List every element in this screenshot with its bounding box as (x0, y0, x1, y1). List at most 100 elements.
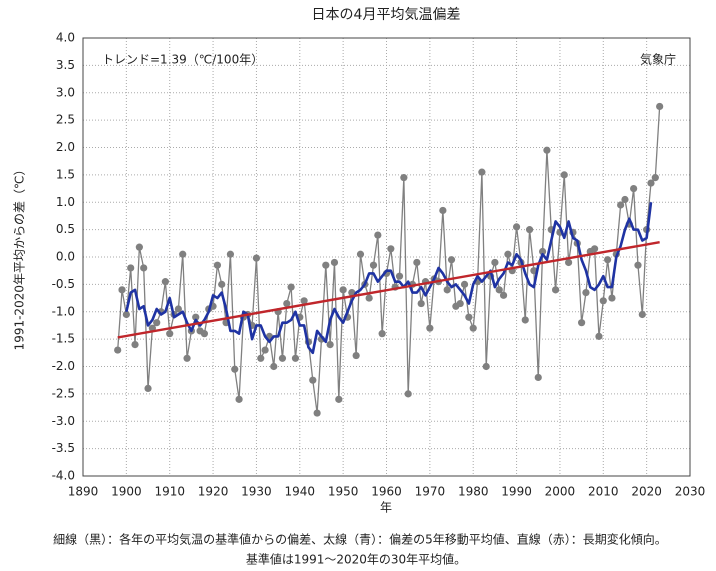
data-point (543, 146, 551, 154)
data-point (578, 319, 586, 327)
x-tick-label: 1990 (501, 485, 532, 499)
data-point (591, 245, 599, 253)
data-point (131, 341, 139, 349)
data-point (608, 294, 616, 302)
data-point (582, 288, 590, 297)
data-point (495, 286, 503, 294)
data-point (525, 226, 534, 234)
data-point (651, 174, 659, 182)
data-point (335, 395, 343, 403)
x-tick-label: 2020 (631, 485, 662, 499)
data-point (365, 294, 373, 302)
x-tick-label: 1900 (111, 485, 142, 499)
data-point (560, 171, 568, 179)
data-point (322, 261, 330, 269)
data-point (638, 310, 646, 319)
y-tick-label: 0.0 (56, 250, 75, 264)
y-tick-label: 0.5 (56, 222, 75, 236)
x-axis-label: 年 (380, 501, 392, 515)
y-tick-label: -3.5 (52, 441, 75, 455)
data-point (551, 286, 560, 294)
data-point (456, 299, 464, 308)
data-point (161, 278, 169, 286)
data-point (521, 316, 529, 324)
data-point (174, 305, 182, 313)
data-point (287, 283, 295, 291)
data-point (231, 365, 239, 373)
data-point (257, 354, 265, 362)
data-point (300, 297, 308, 305)
data-point (443, 286, 451, 294)
data-point (326, 341, 334, 349)
y-tick-label: -1.0 (52, 304, 75, 318)
data-point (179, 250, 187, 258)
data-point (309, 376, 317, 384)
data-point (460, 280, 469, 288)
data-point (140, 264, 148, 272)
y-tick-label: 3.5 (56, 58, 75, 72)
data-point (352, 351, 360, 360)
y-tick-label: -1.5 (52, 332, 75, 346)
y-tick-label: -2.5 (52, 386, 75, 400)
x-tick-label: 1970 (415, 485, 446, 499)
annual-line (117, 106, 661, 414)
data-point (283, 299, 291, 308)
data-point (356, 250, 365, 258)
y-tick-label: 3.0 (56, 85, 75, 99)
y-tick-label: 4.0 (56, 31, 75, 45)
data-point (291, 354, 300, 362)
data-point (400, 174, 408, 182)
data-point (599, 297, 607, 305)
data-point (135, 243, 143, 251)
data-point (218, 280, 226, 288)
chart-title: 日本の4月平均気温偏差 (312, 7, 461, 23)
y-tick-label: -4.0 (52, 469, 75, 483)
annotation: トレンド=1.39（℃/100年） (102, 53, 263, 67)
data-point (565, 258, 573, 267)
y-tick-label: 2.5 (56, 113, 75, 127)
data-point (538, 247, 547, 256)
data-point (604, 256, 612, 264)
data-point (118, 286, 126, 294)
data-point (426, 324, 434, 332)
data-point (348, 288, 356, 297)
data-point (374, 231, 382, 239)
y-tick-label: 1.0 (56, 195, 75, 209)
data-point (656, 102, 664, 111)
y-tick-label: -0.5 (52, 277, 75, 291)
plot-frame (82, 37, 691, 477)
data-point (404, 390, 412, 398)
data-point (395, 272, 404, 280)
x-tick-label: 2000 (545, 485, 576, 499)
data-point (469, 324, 477, 332)
footnote: 基準値は1991〜2020年の30年平均値。 (246, 552, 466, 567)
x-tick-label: 2030 (675, 485, 706, 499)
data-point (595, 332, 603, 340)
data-point (439, 206, 447, 215)
data-point (630, 184, 638, 193)
data-point (122, 310, 130, 319)
data-point (183, 354, 191, 362)
y-axis-label: 1991-2020年平均からの差（℃） (13, 164, 27, 351)
x-tick-label: 1920 (198, 485, 229, 499)
data-point (369, 261, 378, 269)
data-point (621, 195, 629, 204)
data-point (200, 330, 208, 338)
data-point (127, 264, 135, 272)
x-tick-label: 1940 (285, 485, 316, 499)
data-point (634, 261, 642, 269)
data-point (144, 384, 152, 392)
data-point (226, 250, 235, 258)
data-point (330, 258, 339, 267)
data-point (647, 179, 655, 187)
y-tick-label: -3.0 (52, 414, 75, 428)
x-tick-label: 1950 (328, 485, 359, 499)
data-point (465, 313, 473, 321)
data-point (447, 256, 456, 264)
data-point (512, 223, 521, 231)
x-tick-label: 1980 (458, 485, 489, 499)
data-point (252, 254, 261, 262)
y-tick-label: -2.0 (52, 359, 75, 373)
data-point (213, 261, 222, 269)
